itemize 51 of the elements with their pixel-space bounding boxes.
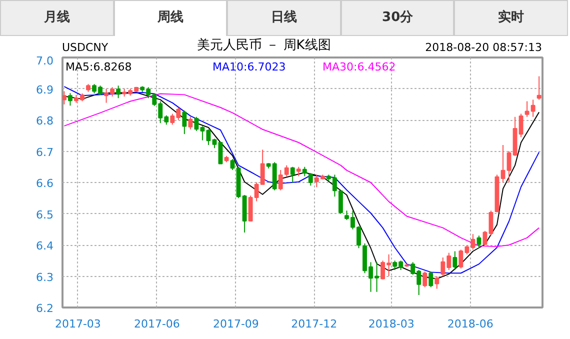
y-tick-label: 6.4 xyxy=(36,240,54,252)
y-tick-label: 6.3 xyxy=(36,270,54,284)
candlestick xyxy=(290,166,295,183)
text: 日线 xyxy=(227,0,341,36)
candlestick xyxy=(182,110,187,135)
candlestick xyxy=(482,230,488,246)
candlestick xyxy=(500,144,506,183)
x-tick-label: 2017-12 xyxy=(291,318,338,330)
text: 2018-08-20 08:57:13 xyxy=(425,40,542,56)
candlestick xyxy=(506,150,512,183)
line-series xyxy=(64,93,540,248)
candlestick xyxy=(488,210,494,236)
y-tick-label: 7.0 xyxy=(36,54,54,68)
series-label: MA5:6.8268 xyxy=(66,60,132,74)
text: 月线 xyxy=(0,0,114,36)
x-tick-label: 2018-03 xyxy=(368,318,414,330)
candlestick xyxy=(188,116,193,130)
candlestick xyxy=(428,271,434,288)
candlestick xyxy=(452,250,458,270)
candlestick xyxy=(434,276,440,290)
candlestick xyxy=(230,158,235,170)
candlestick xyxy=(218,141,223,164)
candlestick xyxy=(284,164,289,177)
y-tick-label: 6.7 xyxy=(36,146,54,159)
y-tick-label: 6.8 xyxy=(36,114,54,128)
y-tick-label: 6.9 xyxy=(36,83,54,96)
candlestick xyxy=(536,76,542,100)
candlestick xyxy=(476,235,482,249)
text: 实时 xyxy=(454,0,568,36)
x-tick-label: 2017-09 xyxy=(212,318,259,330)
x-tick-label: 2018-06 xyxy=(447,318,494,330)
chart-title: 美元人民币 － 周K线图 xyxy=(197,37,331,55)
y-tick-label: 6.6 xyxy=(36,177,54,190)
y-tick-label: 6.5 xyxy=(36,208,54,222)
y-tick-label: 6.2 xyxy=(36,302,54,315)
candlestick xyxy=(278,170,283,191)
candlestick xyxy=(422,271,428,288)
candlestick xyxy=(308,172,313,186)
chart-subtitle: USDCNY xyxy=(62,40,108,56)
x-tick-label: 2017-06 xyxy=(134,318,180,330)
candlestick xyxy=(302,166,307,177)
text: MA30:6.4562 xyxy=(322,60,396,74)
text: 周线 xyxy=(114,0,228,36)
candlestick xyxy=(116,85,121,99)
candlestick xyxy=(62,90,66,105)
candlestick xyxy=(518,113,524,138)
text: 30分 xyxy=(340,0,454,36)
x-tick-label: 2017-03 xyxy=(54,318,101,330)
candlestick xyxy=(296,166,301,177)
text: MA10:6.7023 xyxy=(212,60,286,74)
candlestick xyxy=(68,92,72,106)
